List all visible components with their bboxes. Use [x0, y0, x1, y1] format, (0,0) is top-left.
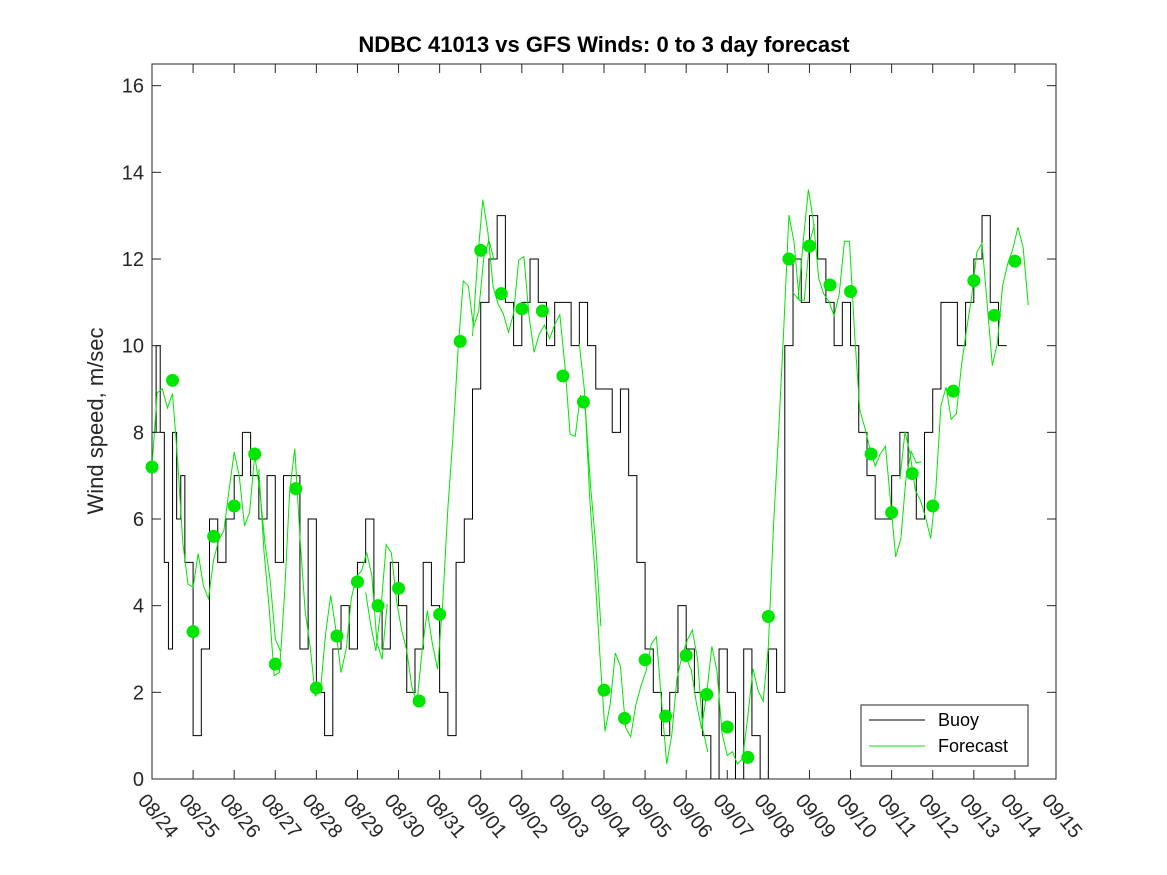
forecast-series-line	[578, 343, 709, 764]
forecast-marker-point	[350, 575, 364, 589]
forecast-marker-point	[474, 243, 488, 257]
chart-title: NDBC 41013 vs GFS Winds: 0 to 3 day fore…	[358, 32, 850, 57]
forecast-marker-point	[248, 447, 262, 461]
y-tick-label: 14	[122, 162, 144, 184]
forecast-marker-point	[782, 252, 796, 266]
legend-buoy-label: Buoy	[938, 710, 979, 730]
forecast-marker-point	[864, 447, 878, 461]
forecast-marker-point	[885, 506, 899, 519]
forecast-marker-point	[207, 529, 221, 543]
forecast-marker-point	[166, 373, 180, 387]
forecast-marker-point	[515, 302, 529, 316]
forecast-marker-point	[679, 649, 693, 662]
forecast-series-line	[685, 215, 816, 766]
forecast-marker-point	[905, 467, 919, 480]
forecast-marker-point	[412, 694, 426, 708]
y-tick-label: 10	[122, 336, 144, 358]
series-group	[152, 189, 1029, 779]
forecast-marker-point	[700, 688, 714, 701]
y-axis-label: Wind speed, m/sec	[83, 327, 108, 514]
forecast-series-line	[365, 238, 495, 703]
forecast-marker-point	[556, 369, 570, 383]
forecast-marker-point	[268, 657, 282, 671]
forecast-marker-point	[618, 711, 632, 725]
forecast-marker-point	[761, 610, 775, 623]
forecast-marker-point	[638, 653, 652, 667]
forecast-marker-point	[741, 750, 755, 764]
forecast-marker-point	[392, 581, 406, 595]
forecast-series-line	[899, 227, 1029, 539]
forecast-marker-point	[597, 683, 611, 697]
forecast-marker-point	[967, 274, 981, 288]
forecast-marker-point	[433, 607, 447, 621]
forecast-marker-point	[309, 681, 323, 695]
forecast-marker-point	[330, 629, 344, 643]
y-tick-label: 12	[122, 249, 144, 271]
y-tick-label: 4	[133, 596, 144, 618]
forecast-marker-point	[289, 482, 303, 496]
forecast-marker-point	[186, 625, 200, 639]
forecast-marker-point	[576, 395, 590, 409]
forecast-series-line	[258, 448, 388, 698]
y-tick-label: 2	[133, 682, 144, 704]
y-tick-label: 16	[122, 76, 144, 98]
forecast-marker-point	[844, 285, 858, 298]
forecast-marker-point	[145, 460, 159, 474]
forecast-marker-point	[926, 499, 940, 513]
y-tick-label: 8	[133, 422, 144, 444]
legend-box	[860, 704, 1029, 767]
forecast-series-line	[152, 387, 281, 652]
forecast-series-line	[792, 189, 922, 558]
legend: Buoy Forecast	[860, 704, 1029, 767]
marker-group	[145, 239, 1022, 764]
forecast-marker-point	[453, 334, 467, 348]
y-tick-label: 0	[133, 769, 144, 791]
buoy-series-line	[152, 215, 1007, 779]
forecast-marker-point	[802, 239, 816, 253]
forecast-marker-point	[720, 720, 734, 734]
forecast-marker-point	[494, 287, 508, 301]
forecast-marker-point	[823, 278, 837, 292]
plot-area	[151, 63, 1057, 780]
y-tick-label: 6	[133, 509, 144, 531]
forecast-marker-point	[371, 599, 385, 613]
forecast-marker-point	[659, 709, 673, 723]
forecast-marker-point	[1008, 254, 1022, 268]
forecast-marker-point	[987, 308, 1001, 322]
legend-forecast-label: Forecast	[938, 736, 1008, 756]
forecast-marker-point	[227, 499, 241, 513]
forecast-marker-point	[946, 384, 960, 398]
forecast-marker-point	[535, 304, 549, 318]
